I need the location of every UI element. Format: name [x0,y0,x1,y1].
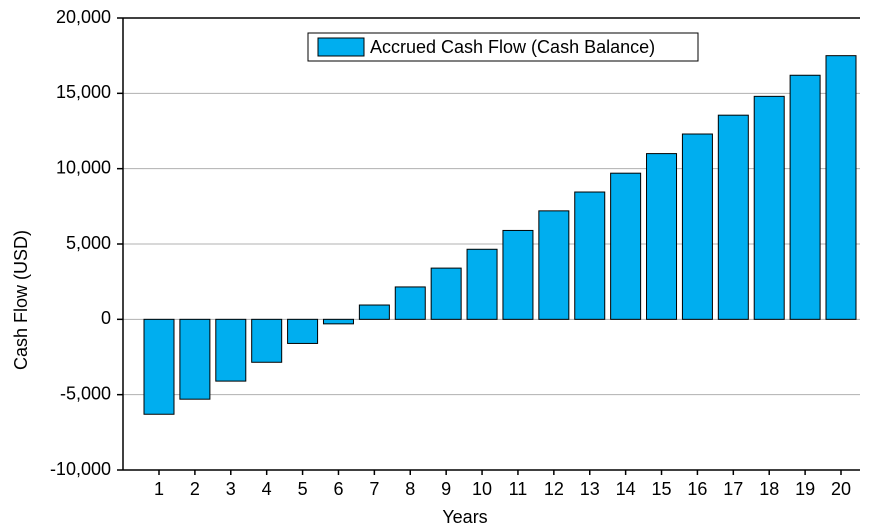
y-tick-label: 5,000 [66,233,111,253]
bar [179,318,211,400]
x-tick-label: 12 [544,479,564,499]
bar [825,55,857,320]
x-tick-label: 5 [298,479,308,499]
x-tick-label: 13 [580,479,600,499]
bar [681,133,713,320]
x-tick-label: 11 [509,479,528,499]
x-tick-label: 17 [723,479,743,499]
x-tick-label: 10 [472,479,492,499]
x-tick-label: 2 [190,479,200,499]
y-tick-label: -10,000 [50,459,111,479]
bar [358,304,390,320]
bar [466,248,498,320]
legend-label: Accrued Cash Flow (Cash Balance) [370,37,655,57]
bar [430,267,462,320]
bar [143,318,175,415]
x-tick-label: 1 [154,479,164,499]
x-tick-label: 6 [333,479,343,499]
x-tick-label: 15 [652,479,672,499]
x-tick-label: 20 [831,479,851,499]
y-tick-label: -5,000 [60,383,111,403]
x-tick-label: 8 [405,479,415,499]
x-tick-label: 3 [226,479,236,499]
bar [287,318,319,344]
x-tick-label: 4 [262,479,272,499]
x-tick-label: 19 [795,479,815,499]
x-tick-label: 16 [687,479,707,499]
bar [753,95,785,320]
bar [215,318,247,382]
y-tick-label: 15,000 [56,82,111,102]
bar [322,318,354,325]
x-tick-label: 18 [759,479,779,499]
y-tick-label: 20,000 [56,7,111,27]
x-tick-label: 7 [369,479,379,499]
bar [574,191,606,320]
bar [789,74,821,320]
bar [610,172,642,320]
legend-swatch [317,37,365,57]
legend-box [307,32,699,62]
x-tick-label: 14 [616,479,636,499]
bar [394,286,426,320]
y-axis-label: Cash Flow (USD) [11,230,31,370]
x-axis-label: Years [442,507,487,527]
y-tick-label: 0 [101,308,111,328]
x-tick-label: 9 [441,479,451,499]
bar [502,229,534,320]
y-tick-label: 10,000 [56,157,111,177]
bar [538,210,570,320]
bar [717,114,749,320]
bar [251,318,283,363]
bar [646,153,678,320]
